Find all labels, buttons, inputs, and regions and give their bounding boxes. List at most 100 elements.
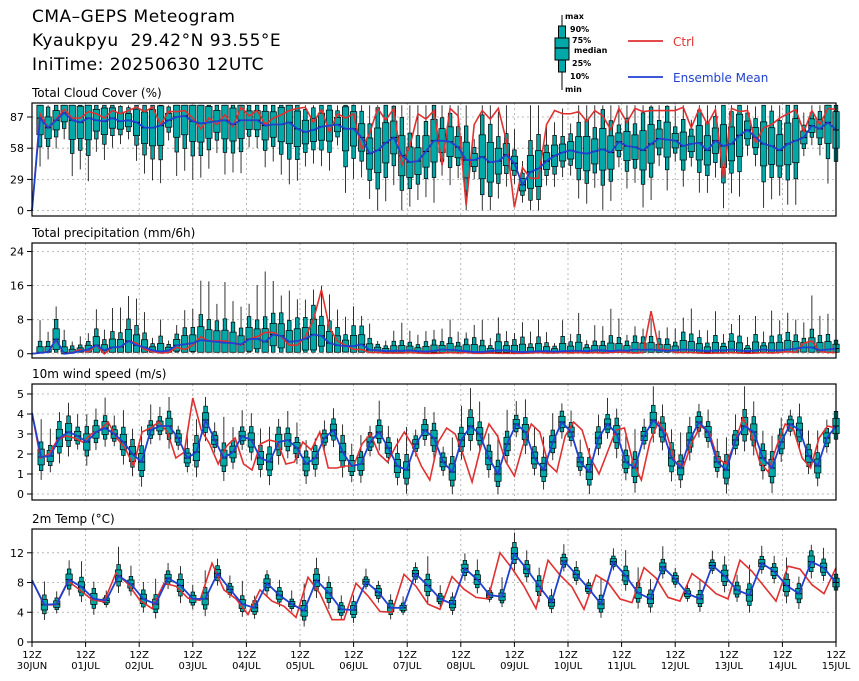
x-tick-hour: 12Z — [612, 650, 632, 661]
x-tick-date: 06JUL — [339, 661, 368, 672]
legend-box-label: median — [574, 46, 608, 55]
box-25-75 — [68, 104, 76, 140]
box-25-75 — [84, 104, 92, 141]
y-tick-label: 1 — [17, 468, 24, 481]
x-tick-date: 12JUL — [661, 661, 690, 672]
y-tick-label: 0 — [17, 205, 24, 218]
x-tick-hour: 12Z — [237, 650, 257, 661]
x-tick-hour: 12Z — [22, 650, 42, 661]
x-tick-date: 02JUL — [125, 661, 154, 672]
panel-4: 2m Temp (°C) 0 4 8 12 — [10, 512, 840, 649]
panel-title: Total Cloud Cover (%) — [31, 86, 162, 100]
x-tick-hour: 12Z — [344, 650, 364, 661]
y-tick-label: 87 — [10, 111, 24, 124]
ensemble-boxes — [36, 271, 840, 355]
box-25-75 — [181, 104, 189, 136]
mean-series-line — [31, 111, 837, 211]
y-tick-label: 24 — [10, 246, 24, 259]
x-tick-hour: 12Z — [451, 650, 471, 661]
x-tick-hour: 12Z — [129, 650, 149, 661]
x-axis: 12Z30JUN12Z01JUL12Z02JUL12Z03JUL12Z04JUL… — [17, 642, 851, 672]
y-tick-label: 58 — [10, 142, 24, 155]
ctrl-series-line — [31, 397, 837, 485]
box-25-75 — [502, 345, 510, 353]
legend-ctrl-label: Ctrl — [673, 35, 694, 49]
box-25-75 — [631, 342, 639, 353]
x-tick-hour: 12Z — [719, 650, 739, 661]
legend-box-label: 25% — [572, 59, 591, 68]
panel-frame — [31, 383, 837, 501]
panel-frame — [31, 242, 837, 359]
init-time: 20250630 12UTC — [109, 55, 265, 75]
x-tick-date: 05JUL — [286, 661, 315, 672]
x-tick-hour: 12Z — [826, 650, 846, 661]
meteogram-title: CMA–GEPS Meteogram — [32, 7, 236, 27]
box-25-75 — [325, 331, 334, 353]
x-tick-hour: 12Z — [773, 650, 793, 661]
panel-2: Total precipitation (mm/6h) 0 8 16 24 — [10, 226, 840, 361]
box-25-75 — [494, 341, 502, 353]
legend-box-label: min — [565, 85, 582, 94]
panel-frame — [31, 528, 837, 643]
x-tick-date: 07JUL — [393, 661, 422, 672]
legend-mean-label: Ensemble Mean — [673, 71, 768, 85]
y-tick-label: 12 — [10, 547, 24, 560]
y-tick-label: 4 — [17, 606, 24, 619]
x-tick-hour: 12Z — [397, 650, 417, 661]
box-25-75 — [189, 104, 197, 142]
legend-box-label: max — [565, 12, 585, 21]
box-25-75 — [350, 335, 358, 353]
x-tick-date: 01JUL — [71, 661, 100, 672]
x-tick-date: 03JUL — [179, 661, 208, 672]
x-tick-hour: 12Z — [183, 650, 203, 661]
legend-box-label: 90% — [570, 25, 589, 34]
box-25-75 — [703, 346, 711, 353]
page-title: CMA–GEPS Meteogram — [32, 7, 235, 27]
legend-box-label: 10% — [570, 72, 589, 81]
box-25-75 — [430, 344, 438, 353]
x-tick-hour: 12Z — [665, 650, 685, 661]
panel-3: 10m wind speed (m/s) 0 1 2 3 4 5 — [17, 367, 840, 501]
init-time-line: IniTime: 20250630 12UTC — [32, 55, 264, 75]
y-tick-label: 8 — [17, 577, 24, 590]
ensemble-boxes — [40, 532, 840, 627]
ctrl-series-line — [31, 289, 836, 355]
legend-box-label: 75% — [572, 36, 591, 45]
x-tick-hour: 12Z — [290, 650, 310, 661]
ensemble-boxes — [36, 104, 840, 211]
x-tick-date: 30JUN — [17, 661, 47, 672]
y-tick-label: 5 — [17, 388, 24, 401]
y-tick-label: 2 — [17, 448, 24, 461]
y-tick-label: 3 — [17, 428, 24, 441]
ctrl-series-line — [31, 105, 837, 211]
x-tick-date: 08JUL — [447, 661, 476, 672]
panel-frame — [31, 102, 837, 217]
x-tick-hour: 12Z — [558, 650, 578, 661]
y-tick-label: 8 — [17, 314, 24, 327]
x-tick-date: 11JUL — [607, 661, 636, 672]
x-tick-date: 15JUL — [822, 661, 851, 672]
station-name: Kyaukpyu — [32, 31, 119, 51]
box-25-75 — [824, 341, 832, 353]
x-tick-date: 10JUL — [554, 661, 583, 672]
y-tick-label: 29 — [10, 173, 24, 186]
box-25-75 — [647, 342, 655, 353]
box-25-75 — [173, 104, 181, 138]
box-25-75 — [446, 343, 454, 353]
x-tick-hour: 12Z — [76, 650, 96, 661]
box-25-75 — [108, 338, 116, 353]
mean-series-line — [31, 551, 837, 613]
x-tick-date: 13JUL — [715, 661, 744, 672]
x-tick-date: 04JUL — [232, 661, 261, 672]
box-25-75 — [663, 344, 671, 353]
x-tick-date: 09JUL — [500, 661, 529, 672]
y-tick-label: 16 — [10, 280, 24, 293]
y-tick-label: 0 — [17, 636, 24, 649]
x-tick-hour: 12Z — [505, 650, 525, 661]
panel-title: 10m wind speed (m/s) — [32, 367, 166, 381]
mean-series-line — [31, 412, 837, 477]
panel-title: 2m Temp (°C) — [32, 512, 115, 526]
station-coords: 29.42°N 93.55°E — [130, 31, 282, 51]
